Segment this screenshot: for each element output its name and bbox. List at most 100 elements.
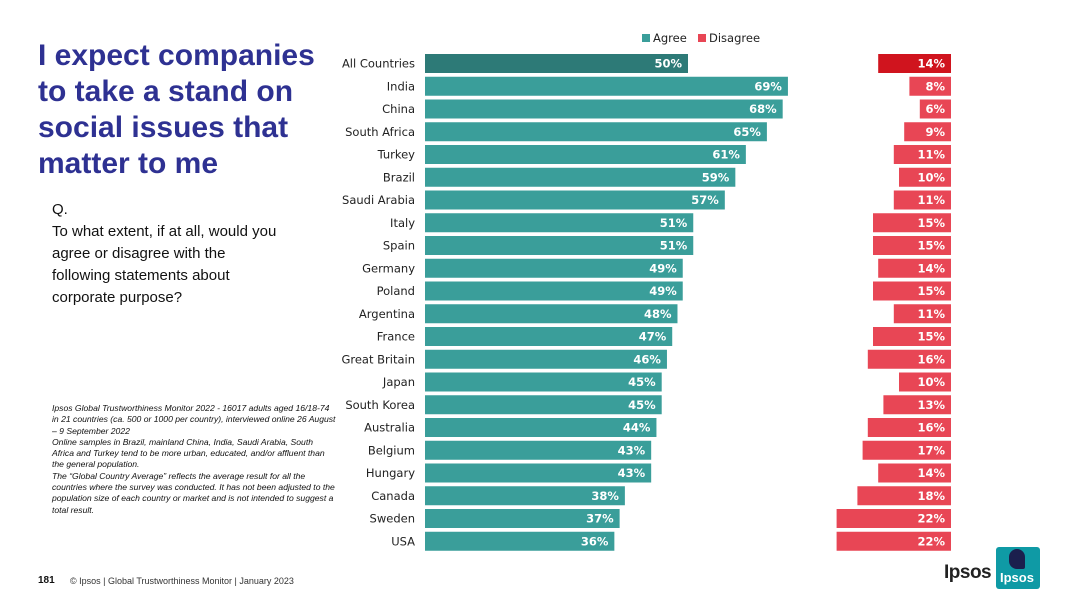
disagree-bar-belgium (862, 440, 951, 460)
agree-value-south-korea: 45% (628, 398, 656, 412)
agree-value-germany: 49% (649, 261, 677, 275)
category-label-usa: USA (391, 534, 415, 548)
disagree-bar-saudi-arabia (893, 190, 951, 210)
disagree-value-great-britain: 16% (917, 352, 945, 366)
agree-value-argentina: 48% (644, 307, 672, 321)
agree-bar-south-korea (425, 395, 662, 415)
page-number: 181 (38, 575, 55, 586)
agree-bar-sweden (425, 509, 620, 528)
agree-value-france: 47% (639, 330, 667, 344)
category-label-japan: Japan (382, 375, 415, 389)
disagree-bar-india (909, 76, 951, 96)
agree-value-spain: 51% (660, 239, 688, 253)
category-label-saudi-arabia: Saudi Arabia (342, 193, 415, 207)
legend-label-agree: Agree (653, 31, 687, 45)
legend-swatch-agree (642, 34, 650, 42)
disagree-value-belgium: 17% (917, 443, 945, 457)
disagree-value-australia: 16% (917, 421, 945, 435)
disagree-bar-china (919, 99, 951, 119)
disagree-value-hungary: 14% (917, 466, 945, 480)
agree-bar-turkey (425, 145, 746, 164)
agree-bar-south-africa (425, 122, 767, 142)
disagree-value-canada: 18% (917, 489, 945, 503)
category-label-all-countries: All Countries (342, 57, 415, 71)
disagree-value-usa: 22% (917, 534, 945, 548)
agree-bar-brazil (425, 167, 736, 187)
agree-value-hungary: 43% (618, 466, 646, 480)
category-label-belgium: Belgium (368, 443, 415, 457)
category-label-argentina: Argentina (359, 307, 415, 321)
disagree-bar-south-korea (883, 395, 951, 415)
disagree-value-all-countries: 14% (917, 57, 945, 71)
agree-bar-hungary (425, 463, 652, 483)
disagree-bar-france (873, 327, 951, 346)
disagree-value-sweden: 22% (917, 512, 945, 526)
agree-value-saudi-arabia: 57% (691, 193, 719, 207)
category-label-india: India (387, 79, 415, 93)
disagree-value-china: 6% (925, 102, 945, 116)
ipsos-wordmark: Ipsos (944, 562, 992, 583)
agree-value-usa: 36% (581, 534, 609, 548)
agree-bar-india (425, 76, 788, 96)
disagree-value-saudi-arabia: 11% (917, 193, 945, 207)
agree-value-australia: 44% (623, 421, 651, 435)
agree-value-japan: 45% (628, 375, 656, 389)
agree-bar-australia (425, 418, 657, 437)
disagree-bar-brazil (899, 167, 951, 187)
question-text: To what extent, if at all, would you agr… (52, 223, 277, 306)
category-label-italy: Italy (390, 216, 415, 230)
category-label-turkey: Turkey (377, 148, 416, 162)
agree-bar-canada (425, 486, 625, 506)
disagree-value-france: 15% (917, 330, 945, 344)
agree-value-south-africa: 65% (733, 125, 761, 139)
category-label-sweden: Sweden (370, 512, 415, 526)
disagree-bar-argentina (893, 304, 951, 324)
disagree-bar-usa (836, 531, 951, 551)
category-label-spain: Spain (383, 239, 415, 253)
agree-value-great-britain: 46% (633, 352, 661, 366)
disagree-value-poland: 15% (917, 284, 945, 298)
disagree-value-argentina: 11% (917, 307, 945, 321)
disagree-bar-turkey (893, 145, 951, 164)
disagree-bar-sweden (836, 509, 951, 528)
category-label-south-africa: South Africa (345, 125, 415, 139)
question-prefix: Q. (52, 201, 68, 218)
agree-value-all-countries: 50% (654, 57, 682, 71)
note-online: Online samples in Brazil, mainland China… (52, 436, 325, 470)
footer-text: © Ipsos | Global Trustworthiness Monitor… (70, 576, 294, 586)
agree-value-belgium: 43% (618, 443, 646, 457)
disagree-bar-italy (873, 213, 951, 233)
legend-swatch-disagree (698, 34, 706, 42)
disagree-value-spain: 15% (917, 239, 945, 253)
agree-bar-argentina (425, 304, 678, 324)
disagree-bar-all-countries (878, 54, 951, 73)
category-label-great-britain: Great Britain (341, 352, 415, 366)
disagree-value-turkey: 11% (917, 148, 945, 162)
legend-label-disagree: Disagree (709, 31, 760, 45)
category-label-france: France (377, 330, 415, 344)
note-sample: Ipsos Global Trustworthiness Monitor 202… (52, 403, 336, 436)
disagree-bar-south-africa (904, 122, 951, 142)
agree-bar-great-britain (425, 349, 667, 369)
agree-bar-usa (425, 531, 615, 551)
disagree-bar-canada (857, 486, 951, 506)
question-block: Q. To what extent, if at all, would you … (52, 199, 282, 309)
disagree-bar-spain (873, 236, 951, 255)
disagree-value-germany: 14% (917, 261, 945, 275)
category-label-hungary: Hungary (366, 466, 415, 480)
disagree-bar-poland (873, 281, 951, 301)
ipsos-logo: Ipsos (996, 547, 1040, 589)
agree-value-canada: 38% (591, 489, 619, 503)
disagree-value-brazil: 10% (917, 170, 945, 184)
slide-title: I expect companies to take a stand on so… (38, 39, 315, 180)
ipsos-logo-mark (1009, 549, 1025, 569)
disagree-value-south-korea: 13% (917, 398, 945, 412)
category-label-poland: Poland (377, 284, 415, 298)
agree-bar-poland (425, 281, 683, 301)
category-label-brazil: Brazil (383, 170, 415, 184)
category-label-canada: Canada (371, 489, 415, 503)
category-label-south-korea: South Korea (345, 398, 415, 412)
disagree-bar-great-britain (867, 349, 951, 369)
agree-bar-spain (425, 236, 694, 255)
